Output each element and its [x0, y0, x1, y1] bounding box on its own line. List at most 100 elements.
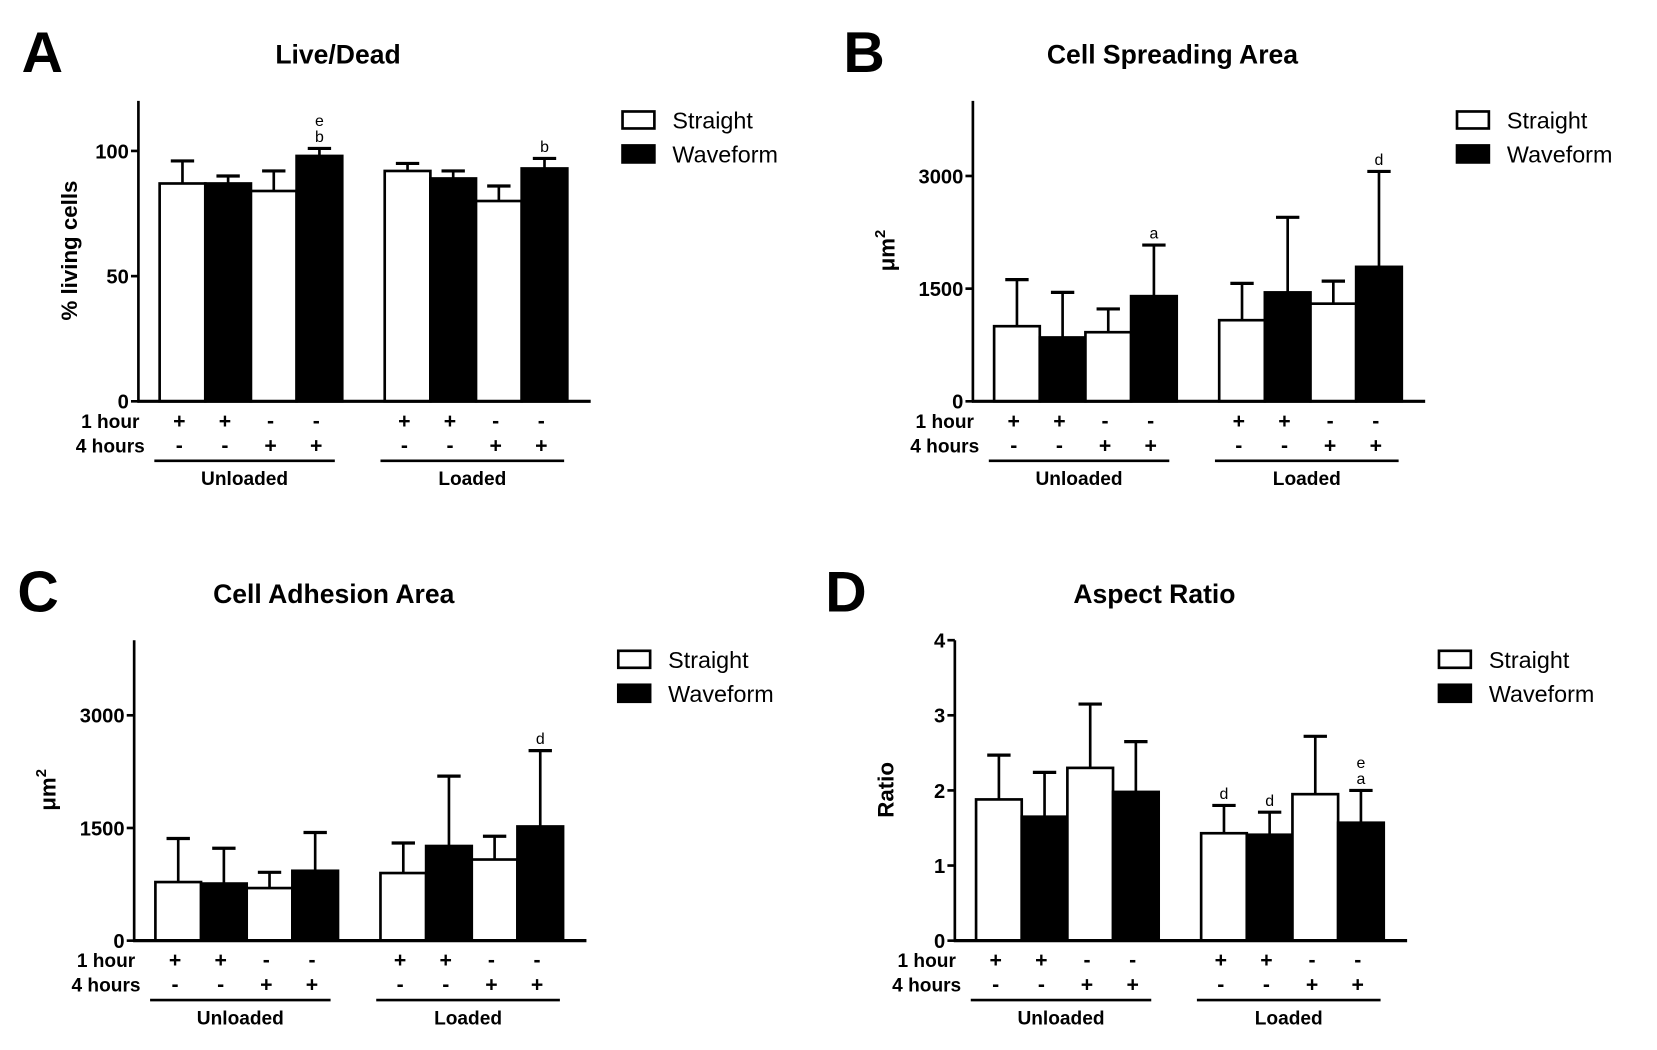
y-axis-label: μm2 [34, 769, 61, 811]
y-axis-label-superscript: 2 [34, 769, 50, 777]
bar-waveform [424, 844, 474, 942]
group-label: Loaded [1273, 469, 1341, 490]
significance-label: b [540, 139, 549, 156]
row1-sign: + [169, 949, 181, 972]
row2-sign: + [535, 434, 547, 457]
y-axis-label: Ratio [873, 762, 898, 818]
row-label-4-hours: 4 hours [892, 976, 961, 997]
row2-sign: + [1306, 974, 1318, 997]
row1-sign: - [488, 949, 495, 972]
y-tick-label: 0 [934, 931, 945, 953]
bar-waveform [199, 882, 249, 942]
chart-title: Aspect Ratio [1073, 579, 1235, 609]
row2-sign: + [1145, 434, 1157, 457]
y-axis-label-text: Ratio [873, 762, 898, 818]
row1-sign: - [534, 949, 541, 972]
y-tick-label: 1 [934, 856, 945, 878]
chart-title: Cell Spreading Area [1047, 40, 1298, 70]
row1-sign: + [990, 949, 1002, 972]
row1-sign: - [1327, 410, 1334, 433]
row-label-4-hours: 4 hours [72, 976, 141, 997]
bar-straight [1199, 831, 1249, 942]
row-label-4-hours: 4 hours [910, 436, 979, 457]
row1-sign: - [492, 410, 499, 433]
legend-label: Straight [668, 647, 749, 673]
row2-sign: + [1081, 974, 1093, 997]
bar-straight [154, 880, 203, 942]
significance-label: e [315, 113, 324, 130]
row2-sign: - [1217, 974, 1224, 997]
row1-sign: + [1053, 410, 1065, 433]
row1-sign: + [444, 410, 456, 433]
row2-sign: - [1010, 434, 1017, 457]
row1-sign: - [1083, 949, 1090, 972]
row2-sign: - [1263, 974, 1270, 997]
row1-sign: + [1278, 410, 1290, 433]
legend-swatch-straight [1437, 649, 1473, 670]
bar-straight [1084, 330, 1133, 403]
row1-sign: - [1372, 410, 1379, 433]
row-label-1-hour: 1 hour [916, 412, 975, 433]
row1-sign: + [1260, 949, 1272, 972]
legend-label: Waveform [1507, 141, 1612, 167]
row1-sign: + [394, 949, 406, 972]
row2-sign: - [217, 974, 224, 997]
y-tick-label: 50 [106, 267, 128, 289]
bar-waveform [1263, 291, 1312, 403]
y-axis-label: μm2 [873, 230, 900, 272]
significance-label: d [1265, 793, 1274, 810]
y-axis-label-text: % living cells [57, 181, 82, 321]
row2-sign: - [221, 434, 228, 457]
significance-label: b [315, 129, 324, 146]
significance-label: a [1357, 771, 1366, 788]
bar-waveform [1336, 821, 1386, 942]
panel-letter: C [17, 561, 58, 625]
row2-sign: - [401, 434, 408, 457]
bar-waveform [203, 182, 253, 403]
legend-swatch-waveform [616, 683, 652, 704]
row2-sign: + [264, 434, 276, 457]
row2-sign: + [531, 974, 543, 997]
row1-sign: + [1008, 410, 1020, 433]
bar-straight [1066, 766, 1115, 942]
row1-sign: - [267, 410, 274, 433]
legend-label: Waveform [668, 681, 774, 707]
bar-waveform [1245, 833, 1294, 942]
row1-sign: - [1102, 410, 1109, 433]
group-label: Loaded [434, 1009, 502, 1030]
row2-sign: + [1370, 434, 1382, 457]
y-axis-label-text: μm [36, 777, 61, 810]
group-label: Unloaded [197, 1009, 284, 1030]
row1-sign: - [308, 949, 315, 972]
row2-sign: + [1352, 974, 1364, 997]
row2-sign: - [1235, 434, 1242, 457]
bar-straight [379, 871, 428, 942]
legend-label: Straight [672, 107, 753, 133]
bar-waveform [291, 869, 340, 942]
y-tick-label: 4 [934, 631, 946, 653]
row2-sign: + [489, 434, 501, 457]
bar-straight [1309, 302, 1358, 403]
row-label-1-hour: 1 hour [81, 412, 140, 433]
chart-title: Live/Dead [275, 40, 400, 70]
group-label: Unloaded [1036, 469, 1123, 490]
row2-sign: - [1038, 974, 1045, 997]
panel-a: A Live/Dead% living cells+-+--+be-++-+--+… [22, 21, 778, 490]
bar-straight [1291, 792, 1340, 942]
row1-sign: - [1129, 949, 1136, 972]
bar-waveform [1129, 294, 1179, 403]
panel-letter: A [22, 21, 63, 85]
significance-label: e [1357, 755, 1366, 772]
panel-letter: D [825, 561, 866, 625]
bar-waveform [1020, 815, 1069, 942]
row2-sign: + [1126, 974, 1138, 997]
row2-sign: + [306, 974, 318, 997]
bar-straight [383, 169, 432, 403]
panel-c: C Cell Adhesion Areaμm2+-+--+-++-+--+d-+0… [17, 561, 773, 1030]
legend-swatch-straight [1455, 110, 1491, 130]
legend-swatch-waveform [1455, 144, 1491, 164]
legend-label: Waveform [672, 141, 778, 167]
bar-straight [249, 189, 298, 403]
significance-label: d [1220, 786, 1229, 803]
